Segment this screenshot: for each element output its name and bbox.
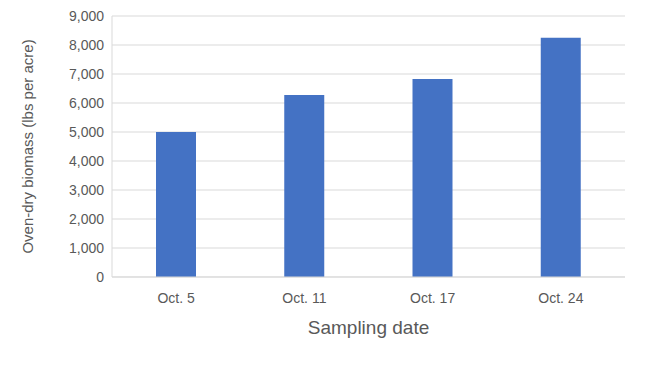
- svg-text:Oven-dry biomass (lbs per acre: Oven-dry biomass (lbs per acre): [19, 39, 36, 253]
- svg-text:5,000: 5,000: [69, 124, 104, 140]
- svg-text:Oct. 17: Oct. 17: [410, 290, 455, 306]
- svg-text:4,000: 4,000: [69, 153, 104, 169]
- svg-text:3,000: 3,000: [69, 182, 104, 198]
- svg-text:Oct. 24: Oct. 24: [538, 290, 583, 306]
- svg-text:2,000: 2,000: [69, 211, 104, 227]
- svg-text:Sampling date: Sampling date: [308, 317, 429, 338]
- svg-text:Oct. 5: Oct. 5: [157, 290, 195, 306]
- svg-text:9,000: 9,000: [69, 8, 104, 24]
- svg-text:0: 0: [96, 269, 104, 285]
- svg-text:7,000: 7,000: [69, 66, 104, 82]
- svg-text:Oct. 11: Oct. 11: [282, 290, 326, 306]
- svg-text:8,000: 8,000: [69, 37, 104, 53]
- svg-text:1,000: 1,000: [69, 240, 104, 256]
- svg-text:6,000: 6,000: [69, 95, 104, 111]
